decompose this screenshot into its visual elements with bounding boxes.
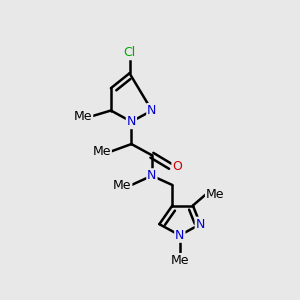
Text: Me: Me bbox=[113, 178, 131, 191]
Text: Me: Me bbox=[74, 110, 92, 123]
Text: N: N bbox=[127, 115, 136, 128]
Text: N: N bbox=[147, 104, 157, 117]
Text: N: N bbox=[175, 229, 184, 242]
Text: N: N bbox=[147, 169, 157, 182]
Text: Cl: Cl bbox=[123, 46, 136, 59]
Text: N: N bbox=[196, 218, 205, 231]
Text: Me: Me bbox=[171, 254, 189, 267]
Text: Me: Me bbox=[206, 188, 224, 201]
Text: Me: Me bbox=[92, 145, 111, 158]
Text: O: O bbox=[172, 160, 182, 173]
